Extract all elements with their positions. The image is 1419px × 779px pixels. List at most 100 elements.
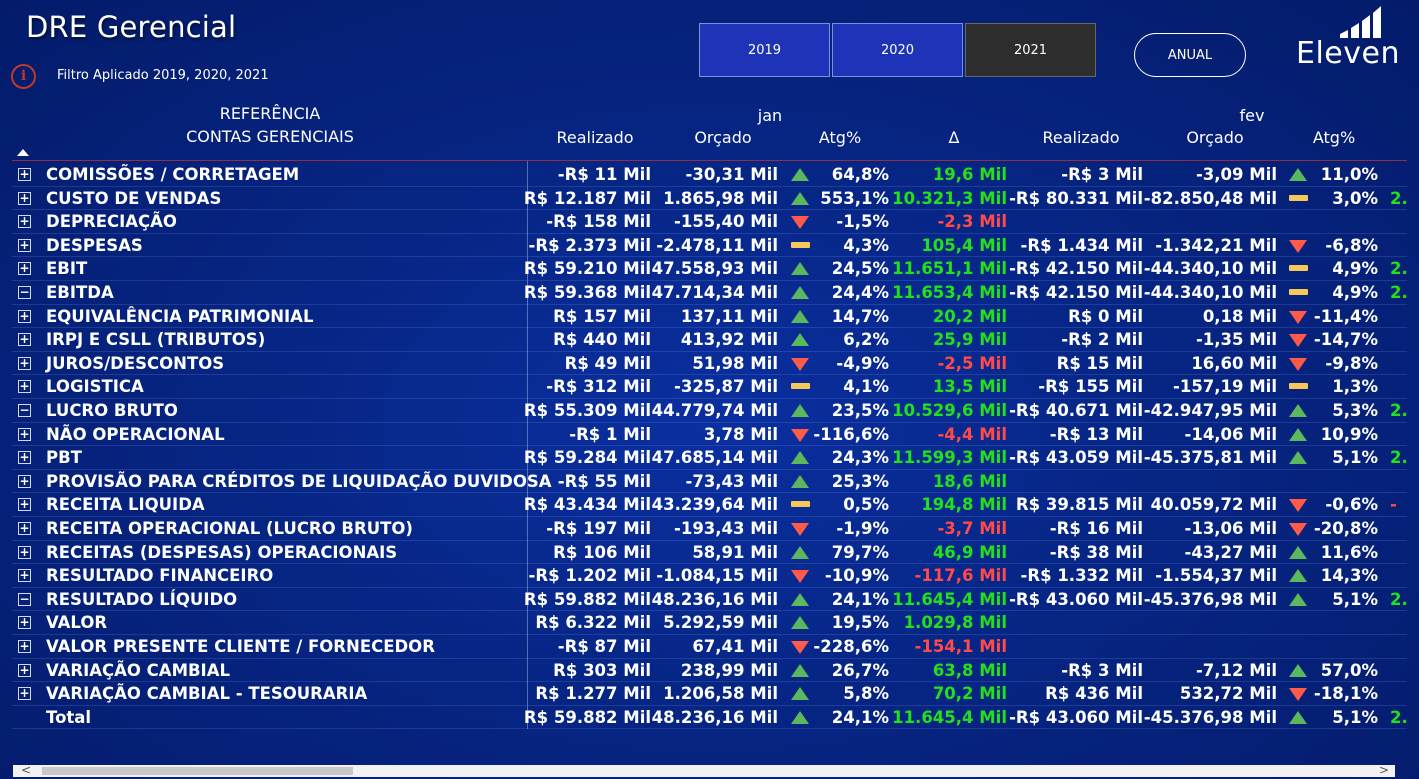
year-button-2020[interactable]: 2020 xyxy=(832,23,963,77)
row-separator xyxy=(12,209,1407,211)
expand-plus-icon[interactable]: + xyxy=(18,568,31,583)
expand-plus-icon[interactable]: + xyxy=(18,167,31,181)
expand-plus-icon[interactable]: + xyxy=(18,639,31,653)
cell-atg-fev: 57,0% xyxy=(1320,660,1378,680)
table-row[interactable]: + NÃO OPERACIONAL -R$ 1 Mil 3,78 Mil -116,6%… xyxy=(12,423,1407,447)
cell-atg-jan: 25,3% xyxy=(831,471,889,491)
table-row[interactable]: + COMISSÕES / CORRETAGEM -R$ 11 Mil -30,31 … xyxy=(12,163,1407,187)
table-row[interactable]: + RESULTADO FINANCEIRO -R$ 1.202 Mil -1.084… xyxy=(12,564,1407,588)
table-row[interactable]: + VARIAÇÃO CAMBIAL R$ 303 Mil 238,99 Mil 26,… xyxy=(12,659,1407,683)
cell-atg-fev: -18,1% xyxy=(1313,684,1378,704)
row-separator xyxy=(12,445,1407,447)
anual-button[interactable]: ANUAL xyxy=(1134,33,1246,77)
neutral-bar-icon xyxy=(1289,289,1308,295)
expand-plus-icon[interactable]: + xyxy=(18,214,31,229)
expand-plus-icon[interactable]: + xyxy=(18,190,31,205)
col-header-atg-fev[interactable]: Atg% xyxy=(1312,128,1356,147)
expand-plus-icon[interactable]: + xyxy=(18,426,31,441)
table-row[interactable]: + PROVISÃO PARA CRÉDITOS DE LIQUIDAÇÃO DU… xyxy=(12,470,1407,494)
cell-atg-fev: -9,8% xyxy=(1325,353,1378,373)
table-row[interactable]: + RECEITAS (DESPESAS) OPERACIONAIS R$ 106 … xyxy=(12,541,1407,565)
horizontal-scrollbar[interactable]: < > xyxy=(13,763,1395,777)
table-row[interactable]: + EQUIVALÊNCIA PATRIMONIAL R$ 157 Mil 137,1… xyxy=(12,305,1407,329)
cell-realizado-fev: -R$ 13 Mil xyxy=(1049,424,1143,444)
table-row[interactable]: + IRPJ E CSLL (TRIBUTOS) R$ 440 Mil 413,92 … xyxy=(12,328,1407,352)
table-row[interactable]: + PBT R$ 59.284 Mil 47.685,14 Mil 24,3% 11.59… xyxy=(12,446,1408,470)
cell-orcado-fev: -44.340,10 Mil xyxy=(1143,259,1277,279)
table-row[interactable]: + CUSTO DE VENDAS R$ 12.187 Mil 1.865,98 Mi… xyxy=(12,187,1408,211)
col-header-atg-jan[interactable]: Atg% xyxy=(818,128,862,147)
cell-atg-fev: 5,1% xyxy=(1332,589,1378,609)
collapse-minus-icon[interactable]: − xyxy=(18,285,31,299)
col-header-delta-jan[interactable]: Δ xyxy=(948,128,960,147)
expand-plus-icon[interactable]: + xyxy=(18,544,31,559)
neutral-bar-icon xyxy=(791,241,810,248)
col-header-realizado-fev[interactable]: Realizado xyxy=(1042,128,1120,147)
expand-plus-icon[interactable]: + xyxy=(18,332,31,347)
cell-orcado-jan: -30,31 Mil xyxy=(685,165,778,184)
cell-orcado-jan: 48.236,16 Mil xyxy=(651,589,778,609)
table-row[interactable]: − RESULTADO LÍQUIDO R$ 59.882 Mil 48.236,16… xyxy=(12,588,1408,612)
col-header-realizado-jan[interactable]: Realizado xyxy=(556,128,634,147)
table-row[interactable]: + RECEITA OPERACIONAL (LUCRO BRUTO) -R$ 19… xyxy=(12,517,1407,541)
cell-orcado-jan: 47.558,93 Mil xyxy=(651,259,778,279)
year-button-2021[interactable]: 2021 xyxy=(965,23,1096,77)
cell-atg-fev: -6,8% xyxy=(1325,235,1378,255)
row-label: COMISSÕES / CORRETAGEM xyxy=(46,165,300,184)
row-label: LOGISTICA xyxy=(46,377,144,397)
cell-realizado-fev: -R$ 16 Mil xyxy=(1049,519,1143,538)
row-separator xyxy=(12,657,1407,659)
expand-plus-icon[interactable]: + xyxy=(18,521,31,535)
cell-atg-fev: 14,3% xyxy=(1320,566,1378,586)
table-row[interactable]: + VARIAÇÃO CAMBIAL - TESOURARIA R$ 1.277 M… xyxy=(12,682,1407,706)
table-row[interactable]: + DESPESAS -R$ 2.373 Mil -2.478,11 Mil 4,3% 1… xyxy=(12,234,1407,258)
cell-realizado-jan: R$ 59.368 Mil xyxy=(523,283,651,302)
expand-plus-icon[interactable]: + xyxy=(18,237,31,252)
scroll-thumb[interactable] xyxy=(42,767,353,775)
expand-plus-icon[interactable]: + xyxy=(18,662,31,677)
up-triangle-icon xyxy=(1289,545,1307,559)
table-row[interactable]: − LUCRO BRUTO R$ 55.309 Mil 44.779,74 Mil 23… xyxy=(12,399,1408,423)
expand-plus-icon[interactable]: + xyxy=(18,308,31,323)
collapse-minus-icon[interactable]: − xyxy=(18,403,31,417)
table-row[interactable]: Total R$ 59.882 Mil 48.236,16 Mil 24,1% 11.6… xyxy=(12,706,1408,730)
table-row[interactable]: + RECEITA LIQUIDA R$ 43.434 Mil 43.239,64 M… xyxy=(12,493,1407,517)
sort-ascending-icon[interactable] xyxy=(17,149,29,156)
col-header-orcado-fev[interactable]: Orçado xyxy=(1186,128,1244,147)
cell-realizado-fev: -R$ 43.060 Mil xyxy=(1009,589,1143,609)
table-row[interactable]: + EBIT R$ 59.210 Mil 47.558,93 Mil 24,5% 11.6… xyxy=(12,257,1408,281)
row-separator xyxy=(12,421,1407,423)
up-triangle-icon xyxy=(1289,404,1307,417)
bar-chart-logo-icon xyxy=(1340,6,1381,38)
row-label: VALOR PRESENTE CLIENTE / FORNECEDOR xyxy=(46,637,435,656)
expand-plus-icon[interactable]: + xyxy=(18,497,31,512)
scroll-right-icon[interactable]: > xyxy=(1378,763,1389,777)
expand-plus-icon[interactable]: + xyxy=(18,615,31,630)
cell-delta-jan: -154,1 Mil xyxy=(914,637,1007,656)
expand-plus-icon[interactable]: + xyxy=(18,261,31,276)
table-row[interactable]: − EBITDA R$ 59.368 Mil 47.714,34 Mil 24,4% 11… xyxy=(12,281,1408,305)
expand-plus-icon[interactable]: + xyxy=(18,355,31,370)
cell-delta-jan: 194,8 Mil xyxy=(921,495,1007,515)
table-row[interactable]: + LOGISTICA -R$ 312 Mil -325,87 Mil 4,1% 13,5… xyxy=(12,375,1407,399)
cell-orcado-jan: 137,11 Mil xyxy=(680,306,778,326)
table-row[interactable]: + VALOR R$ 6.322 Mil 5.292,59 Mil 19,5% 1.029… xyxy=(12,611,1407,635)
up-triangle-icon xyxy=(791,309,809,323)
header-divider xyxy=(12,160,1407,161)
scroll-left-icon[interactable]: < xyxy=(21,763,32,777)
collapse-minus-icon[interactable]: − xyxy=(18,591,31,606)
expand-plus-icon[interactable]: + xyxy=(18,686,31,701)
cell-delta-jan: 19,6 Mil xyxy=(932,165,1007,184)
col-header-orcado-jan[interactable]: Orçado xyxy=(694,128,752,147)
cell-atg-fev: 10,9% xyxy=(1320,424,1378,444)
table-row[interactable]: + VALOR PRESENTE CLIENTE / FORNECEDOR -R$ … xyxy=(12,635,1407,659)
cell-realizado-fev: -R$ 3 Mil xyxy=(1061,165,1143,184)
expand-plus-icon[interactable]: + xyxy=(18,379,31,394)
table-row[interactable]: + DEPRECIAÇÃO -R$ 158 Mil -155,40 Mil -1,5% -… xyxy=(12,210,1407,234)
expand-plus-icon[interactable]: + xyxy=(18,450,31,465)
table-row[interactable]: + JUROS/DESCONTOS R$ 49 Mil 51,98 Mil -4,9% -… xyxy=(12,352,1407,376)
down-triangle-icon xyxy=(1289,239,1307,253)
info-icon[interactable]: i xyxy=(11,64,36,89)
expand-plus-icon[interactable]: + xyxy=(18,473,31,488)
year-button-2019[interactable]: 2019 xyxy=(699,23,830,77)
